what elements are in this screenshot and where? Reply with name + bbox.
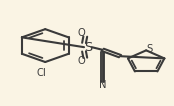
- Text: Cl: Cl: [37, 68, 47, 78]
- Text: O: O: [78, 56, 85, 66]
- Text: S: S: [146, 44, 152, 54]
- Text: O: O: [78, 28, 85, 38]
- Text: N: N: [99, 80, 106, 90]
- Text: S: S: [84, 41, 92, 54]
